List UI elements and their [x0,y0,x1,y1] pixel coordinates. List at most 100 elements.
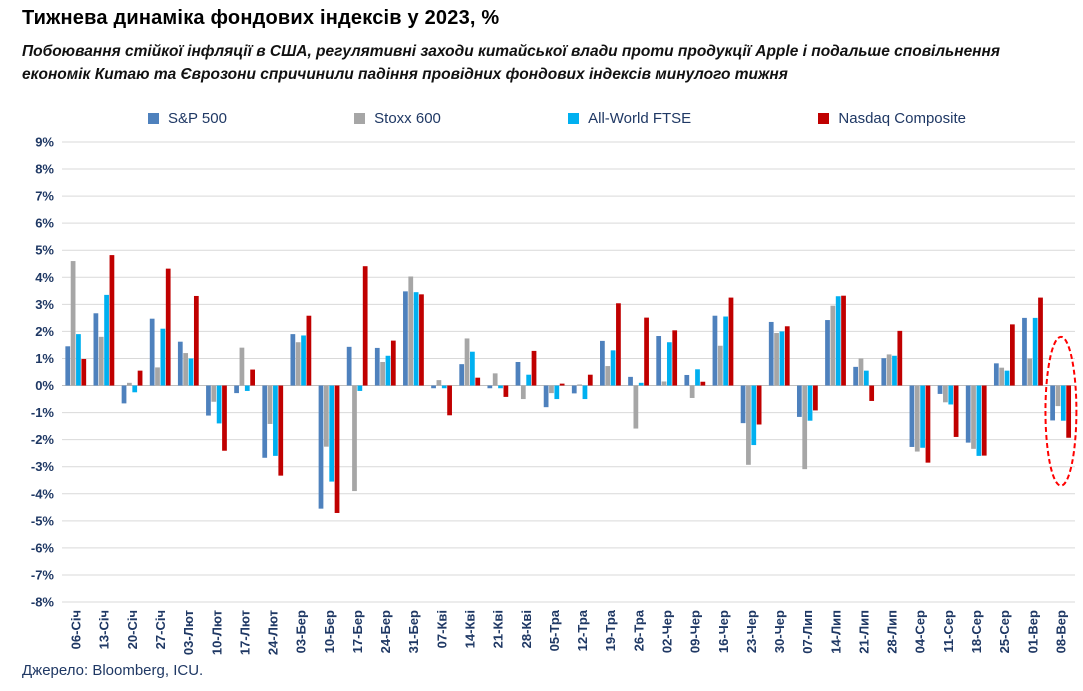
y-tick-label: 1% [35,351,54,366]
bar [943,385,948,403]
bar [953,385,959,437]
bar [329,385,335,482]
bar [661,381,667,386]
bar [1022,317,1027,386]
bar [239,347,245,386]
bar [475,377,481,386]
bar [925,385,931,463]
bar [65,346,71,386]
y-tick-label: 8% [35,162,54,177]
legend-marker-allworld-ftse [568,113,580,124]
bar [385,355,391,386]
bar [976,385,982,456]
bar [858,358,864,386]
bar [362,266,368,386]
bar [577,384,582,386]
bar [267,385,273,424]
bar [250,369,255,386]
bar [835,296,841,386]
bar [155,367,160,386]
bar [183,353,189,386]
bar [628,376,633,386]
legend-item-stoxx600: Stoxx 600 [354,110,441,127]
bar [543,385,549,408]
bar [301,335,306,386]
bar [695,369,700,386]
x-tick-label: 30-Чер [772,610,787,653]
bar [109,255,115,386]
bar [390,340,396,386]
bar [582,385,588,400]
bar [234,385,239,394]
bar [464,338,470,386]
x-tick-label: 17-Бер [350,610,365,653]
bar [723,316,729,386]
bar [93,313,99,386]
bar [740,385,746,424]
x-tick-label: 03-Бер [294,610,309,653]
bar [70,261,76,386]
x-tick-label: 19-Тра [603,609,618,651]
bar [1004,370,1010,386]
bar [419,294,424,386]
x-tick-label: 04-Сер [913,610,928,653]
bar [948,385,954,405]
x-tick-label: 17-Лют [237,610,252,655]
bar [441,385,447,389]
bar [149,318,155,386]
x-tick-label: 21-Лип [856,610,871,654]
bar [98,336,104,386]
bar [559,383,565,386]
bar [644,317,649,386]
bar [165,268,171,386]
y-tick-label: 9% [35,135,54,150]
bar [993,363,999,386]
bar [728,297,734,386]
bar [121,385,127,404]
bar [1050,385,1055,421]
x-tick-label: 09-Чер [688,610,703,653]
y-tick-label: 5% [35,243,54,258]
legend-label-stoxx600: Stoxx 600 [374,110,441,127]
x-tick-label: 25-Сер [997,610,1012,653]
bar [807,385,813,421]
x-tick-label: 13-Січ [97,610,112,649]
y-tick-label: 7% [35,189,54,204]
bar [380,361,385,386]
bar [717,345,723,386]
bar [1038,297,1043,386]
x-tick-label: 14-Кві [463,610,478,648]
x-tick-label: 14-Лип [828,610,843,654]
source-note: Джерело: Bloomberg, ICU. [22,662,204,679]
x-tick-label: 16-Чер [716,610,731,653]
x-tick-label: 28-Кві [519,610,534,648]
x-tick-label: 26-Тра [631,609,646,651]
y-tick-label: -3% [31,459,55,474]
x-tick-label: 24-Лют [266,610,281,655]
bar [909,385,915,447]
y-tick-label: 2% [35,324,54,339]
bar [193,295,199,386]
bar [830,305,836,386]
chart-canvas: 9% 8% 7% 6% 5% 4% 3% 2% 1% 0% -1% -2% -3% -4% -5% -6% -7… [31,135,1078,655]
bar [357,385,363,391]
bar [137,370,143,386]
bar [971,385,976,449]
bar [408,276,414,386]
bar [459,364,465,386]
bar [127,382,132,386]
bar [262,385,268,458]
bar [981,385,987,456]
legend-item-sp500: S&P 500 [148,110,227,127]
bar [273,385,278,456]
y-tick-label: 3% [35,297,54,312]
bar [886,354,892,386]
bar [188,358,194,386]
bar [881,358,887,386]
chart-subtitle: Побоювання стійкої інфляції в США, регул… [22,43,1001,84]
bar [965,385,971,443]
legend: S&P 500 Stoxx 600 All-World FTSE Nasdaq … [148,110,966,127]
bar [1009,324,1015,386]
bar [492,373,498,386]
